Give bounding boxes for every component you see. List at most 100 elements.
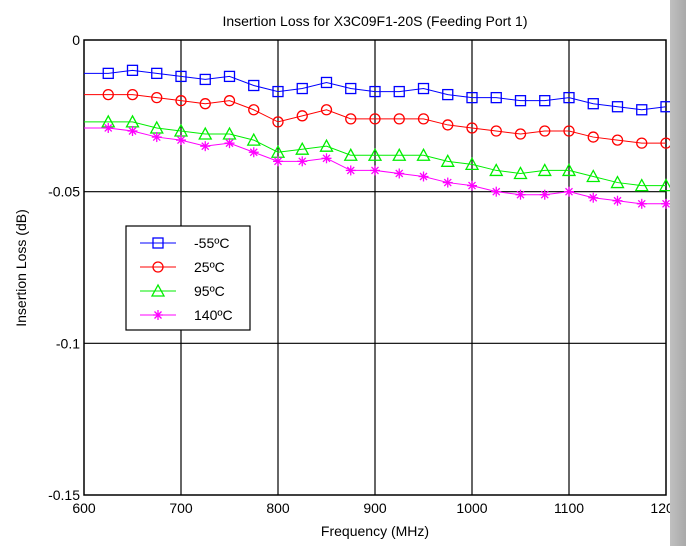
- data-point: [297, 156, 308, 167]
- data-point: [539, 125, 551, 137]
- data-point: [537, 163, 552, 177]
- data-point: [320, 104, 333, 116]
- legend-marker: [152, 237, 164, 249]
- data-point: [367, 147, 383, 161]
- data-point: [417, 82, 430, 95]
- data-point: [611, 134, 624, 146]
- data-point: [393, 85, 405, 98]
- data-point: [442, 119, 454, 131]
- series-0: [84, 64, 670, 116]
- data-point: [175, 70, 187, 83]
- data-point: [369, 113, 381, 125]
- legend-item: 95ºC: [140, 283, 225, 299]
- data-point: [176, 135, 186, 146]
- data-point: [563, 125, 575, 137]
- grid: [84, 40, 666, 495]
- data-point: [369, 85, 381, 98]
- data-point: [442, 177, 453, 188]
- legend-label: -55ºC: [194, 235, 229, 251]
- data-point: [296, 110, 308, 122]
- series-line: [84, 121, 666, 187]
- data-point: [200, 141, 211, 152]
- data-point: [370, 165, 380, 176]
- data-point: [513, 166, 528, 180]
- series-layer: [84, 64, 670, 209]
- data-point: [489, 163, 504, 177]
- data-point: [248, 79, 260, 92]
- data-point: [464, 157, 480, 171]
- data-point: [660, 101, 670, 113]
- data-point: [102, 67, 114, 80]
- x-tick-label: 600: [72, 500, 96, 516]
- data-point: [563, 91, 575, 104]
- data-point: [588, 192, 599, 203]
- data-point: [539, 189, 550, 200]
- window-edge-bar: [670, 0, 686, 546]
- data-point: [416, 147, 431, 161]
- data-point: [394, 168, 405, 179]
- series-3: [84, 122, 670, 209]
- data-point: [490, 91, 502, 104]
- legend-item: 25ºC: [140, 259, 225, 275]
- data-point: [393, 113, 405, 125]
- data-point: [273, 156, 283, 167]
- data-point: [440, 153, 455, 167]
- data-point: [151, 67, 163, 80]
- data-point: [661, 198, 670, 209]
- x-axis-label: Frequency (MHz): [321, 523, 429, 539]
- data-point: [610, 175, 625, 189]
- data-point: [224, 138, 235, 149]
- series-line: [84, 69, 667, 111]
- data-point: [102, 88, 114, 101]
- data-point: [564, 186, 574, 197]
- data-point: [612, 195, 623, 206]
- data-point: [345, 165, 356, 176]
- data-point: [321, 153, 332, 164]
- data-point: [587, 98, 599, 110]
- data-point: [126, 88, 139, 101]
- legend-marker: [152, 261, 164, 273]
- x-tick-label: 1100: [554, 500, 584, 516]
- data-point: [539, 95, 551, 107]
- legend-label: 140ºC: [194, 307, 233, 323]
- data-point: [151, 132, 162, 143]
- data-point: [611, 101, 624, 113]
- legend-item: -55ºC: [140, 235, 229, 251]
- data-point: [417, 113, 430, 125]
- data-point: [634, 178, 649, 192]
- legend-label: 25ºC: [194, 259, 225, 275]
- data-point: [658, 178, 670, 192]
- data-point: [126, 64, 139, 76]
- data-point: [636, 137, 648, 149]
- data-point: [636, 198, 647, 209]
- data-point: [345, 82, 357, 95]
- y-tick-label: -0.15: [48, 487, 80, 503]
- data-point: [345, 113, 357, 125]
- data-point: [418, 171, 429, 182]
- series-line: [84, 94, 666, 144]
- x-tick-label: 800: [266, 500, 290, 516]
- x-tick-label: 700: [169, 500, 193, 516]
- data-point: [272, 116, 284, 128]
- x-tick-label: 1000: [456, 500, 487, 516]
- data-point: [295, 141, 310, 155]
- data-point: [248, 147, 259, 158]
- insertion-loss-chart: 6007008009001000110012000-0.05-0.1-0.15 …: [13, 13, 670, 539]
- data-point: [561, 163, 577, 177]
- data-point: [467, 180, 477, 191]
- data-point: [319, 138, 334, 152]
- data-point: [151, 91, 163, 104]
- data-point: [636, 104, 648, 116]
- series-2: [84, 114, 670, 192]
- x-tick-label: 900: [363, 500, 387, 516]
- data-point: [127, 126, 138, 136]
- data-point: [248, 104, 260, 116]
- data-point: [514, 128, 527, 140]
- data-point: [586, 169, 601, 183]
- data-point: [587, 131, 599, 143]
- data-point: [272, 85, 284, 98]
- series-1: [84, 88, 670, 149]
- data-point: [515, 189, 526, 200]
- data-point: [296, 82, 308, 95]
